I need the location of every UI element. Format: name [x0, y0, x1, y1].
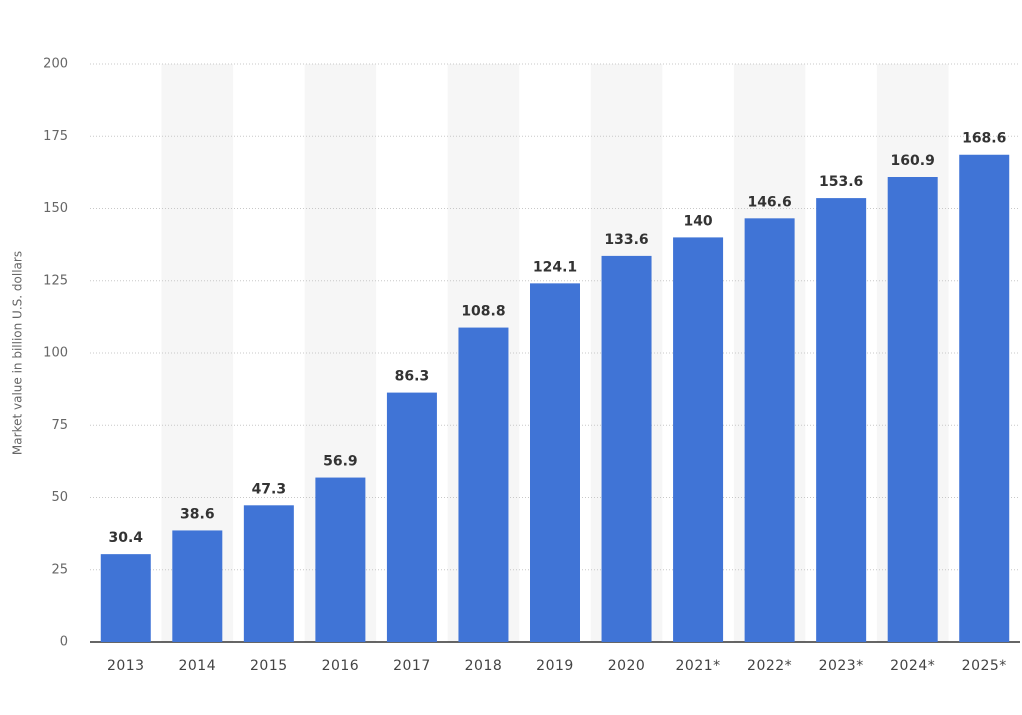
value-label: 56.9 — [323, 454, 358, 470]
x-tick-label: 2025* — [962, 658, 1007, 674]
x-tick-label: 2017 — [393, 658, 431, 674]
value-label: 160.9 — [891, 153, 935, 169]
x-tick-label: 2019 — [536, 658, 574, 674]
y-tick-label: 75 — [51, 418, 68, 433]
y-tick-label: 0 — [60, 635, 68, 650]
value-label: 108.8 — [461, 304, 505, 320]
x-tick-label: 2021* — [676, 658, 721, 674]
bar — [243, 505, 294, 642]
x-tick-label: 2024* — [890, 658, 935, 674]
x-tick-label: 2014 — [178, 658, 216, 674]
y-tick-label: 100 — [43, 346, 68, 361]
value-label: 86.3 — [395, 369, 430, 385]
x-tick-label: 2016 — [322, 658, 360, 674]
x-tick-label: 2022* — [747, 658, 792, 674]
bar — [744, 218, 795, 643]
bar — [959, 154, 1010, 642]
bar — [887, 176, 938, 642]
bar — [386, 392, 437, 642]
y-tick-label: 50 — [51, 490, 68, 505]
y-tick-label: 175 — [43, 129, 68, 144]
bar — [601, 255, 652, 642]
value-label: 140 — [683, 213, 712, 229]
x-tick-label: 2018 — [465, 658, 503, 674]
value-label: 153.6 — [819, 174, 863, 190]
bar — [100, 554, 151, 642]
value-label: 38.6 — [180, 506, 215, 522]
x-tick-label: 2013 — [107, 658, 145, 674]
bar — [673, 237, 724, 642]
value-label: 133.6 — [604, 232, 648, 248]
bar — [315, 477, 366, 642]
bar — [172, 530, 223, 642]
value-label: 124.1 — [533, 259, 577, 275]
x-tick-label: 2023* — [819, 658, 864, 674]
bar — [530, 283, 580, 642]
y-tick-label: 150 — [43, 201, 68, 216]
y-tick-label: 200 — [43, 57, 68, 72]
bar — [458, 327, 509, 642]
value-label: 146.6 — [747, 194, 791, 210]
value-label: 47.3 — [252, 481, 287, 497]
x-tick-label: 2015 — [250, 658, 288, 674]
value-label: 30.4 — [108, 530, 143, 546]
bar — [816, 198, 867, 642]
value-label: 168.6 — [962, 131, 1006, 147]
x-tick-label: 2020 — [608, 658, 646, 674]
y-tick-label: 125 — [43, 273, 68, 288]
y-axis-title: Market value in billion U.S. dollars — [11, 251, 25, 455]
y-tick-label: 25 — [51, 562, 68, 577]
